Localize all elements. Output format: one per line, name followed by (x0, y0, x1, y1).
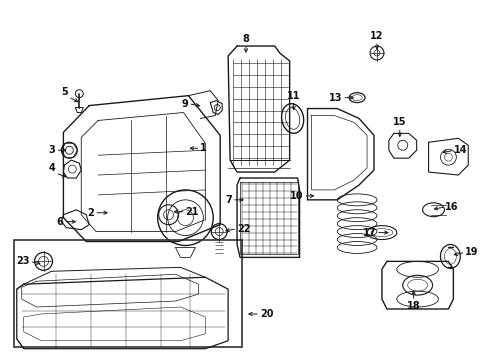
Text: 11: 11 (286, 91, 300, 100)
Text: 19: 19 (464, 247, 478, 257)
Text: 14: 14 (453, 145, 467, 155)
Text: 23: 23 (16, 256, 30, 266)
Text: 22: 22 (237, 224, 250, 234)
Text: 8: 8 (242, 34, 249, 44)
Text: 16: 16 (445, 202, 458, 212)
Text: 6: 6 (57, 217, 63, 227)
Text: 15: 15 (392, 117, 406, 127)
Text: 7: 7 (225, 195, 232, 205)
Text: 21: 21 (185, 207, 199, 217)
Text: 12: 12 (369, 31, 383, 41)
Text: 18: 18 (406, 301, 420, 311)
Text: 10: 10 (289, 191, 303, 201)
Text: 5: 5 (61, 87, 68, 96)
Text: 13: 13 (328, 93, 342, 103)
Text: 2: 2 (87, 208, 94, 218)
Text: 9: 9 (182, 99, 188, 109)
Text: 1: 1 (200, 143, 207, 153)
Text: 3: 3 (49, 145, 55, 155)
Bar (14, 239, 242, 347)
Text: 17: 17 (362, 228, 375, 238)
Text: 20: 20 (259, 309, 273, 319)
Text: 4: 4 (49, 163, 55, 173)
